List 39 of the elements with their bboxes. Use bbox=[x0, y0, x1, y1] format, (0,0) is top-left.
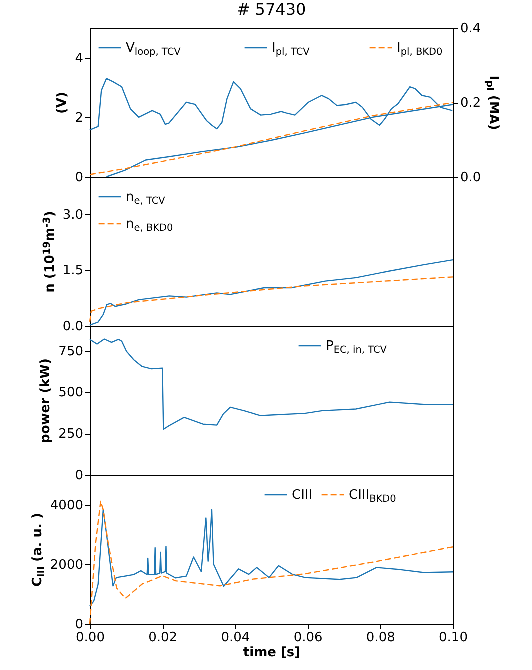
x-tick-label: 0.02 bbox=[148, 630, 178, 646]
x-tick-label: 0.10 bbox=[439, 630, 468, 646]
line-series bbox=[89, 500, 454, 625]
line-series bbox=[89, 259, 454, 326]
y-tick-label: 0 bbox=[75, 468, 84, 484]
y-tick-label: 2000 bbox=[50, 558, 84, 573]
legend-label: CIII bbox=[292, 488, 313, 503]
y2-tick-label: 0.0 bbox=[460, 170, 482, 186]
x-tick-label: 0.04 bbox=[221, 630, 250, 646]
y-tick-label: 4 bbox=[75, 51, 84, 66]
x-tick-label: 0.08 bbox=[366, 630, 396, 646]
chart-title: # 57430 bbox=[236, 0, 306, 19]
legend-label: I$_{pl, TCV}$ bbox=[272, 41, 310, 58]
y-tick-label: 3.0 bbox=[62, 208, 84, 223]
y-tick-label: 1.5 bbox=[62, 264, 84, 279]
x-tick-label: 0.00 bbox=[76, 630, 105, 646]
legend-label: CIII$_{BKD0}$ bbox=[349, 488, 396, 504]
line-series bbox=[89, 338, 454, 430]
legend-label: P$_{EC, in, TCV}$ bbox=[326, 339, 388, 356]
y2-tick-label: 0.2 bbox=[460, 96, 482, 111]
y2-tick-label: 0.4 bbox=[460, 22, 482, 36]
line-series bbox=[89, 276, 454, 323]
x-axis-title: time [s] bbox=[243, 646, 301, 660]
y-tick-label: 0 bbox=[75, 618, 84, 632]
y-tick-label: 250 bbox=[58, 427, 84, 442]
y-axis-title: power (kW) bbox=[38, 358, 54, 444]
y-tick-label: 750 bbox=[58, 344, 84, 360]
legend-label: n$_{e, TCV}$ bbox=[126, 190, 166, 206]
line-series bbox=[89, 509, 454, 608]
y-tick-label: 4000 bbox=[50, 498, 84, 514]
y-tick-label: 0.0 bbox=[62, 320, 84, 334]
legend-label: n$_{e, BKD0}$ bbox=[126, 217, 174, 234]
y-tick-label: 500 bbox=[58, 386, 84, 401]
y-axis-title: (V) bbox=[55, 92, 70, 114]
x-tick-label: 0.06 bbox=[294, 630, 323, 646]
legend-label: I$_{pl, BKD0}$ bbox=[397, 41, 443, 58]
y-tick-label: 2 bbox=[75, 110, 84, 126]
legend-label: V$_{loop, TCV}$ bbox=[126, 41, 182, 58]
y-tick-label: 0 bbox=[75, 170, 84, 186]
